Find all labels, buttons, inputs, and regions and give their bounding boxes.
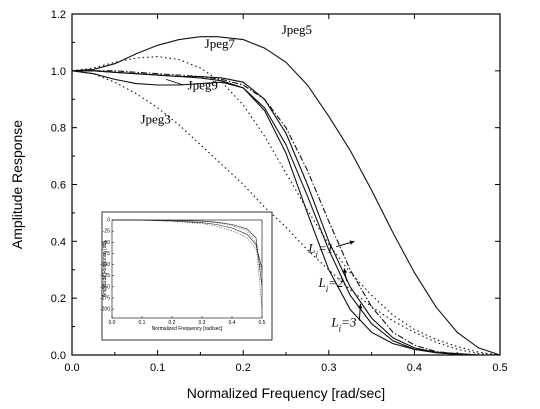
annotation-jpeg3: Jpeg3 — [140, 111, 170, 126]
inset-x-tick-label: 0.0 — [109, 320, 116, 326]
inset-x-tick-label: 0.5 — [259, 320, 266, 326]
inset-x-tick-label: 0.1 — [139, 320, 146, 326]
series-line-li-2 — [72, 70, 500, 356]
inset-y-tick-label: -175 — [100, 295, 110, 301]
inset-y-tick-label: -25 — [103, 229, 110, 235]
y-tick-label: 0.2 — [51, 293, 66, 305]
inset-y-tick-label: -75 — [103, 251, 110, 257]
x-tick-label: 0.5 — [492, 362, 507, 374]
inset-series-line — [111, 219, 263, 287]
annotation-l3: Li=3 — [330, 315, 357, 334]
annotation-pointer — [166, 78, 184, 86]
x-tick-label: 0.1 — [150, 362, 165, 374]
y-tick-label: 0.4 — [51, 236, 66, 248]
annotation-arrowhead — [349, 240, 355, 245]
inset-y-tick-label: -200 — [100, 307, 110, 313]
series-line-jpeg5 — [71, 36, 501, 356]
x-tick-label: 0.2 — [236, 362, 251, 374]
annotation-arrowhead — [358, 303, 363, 309]
y-tick-label: 0.0 — [51, 350, 66, 362]
inset-background — [101, 211, 273, 341]
x-tick-label: 0.0 — [64, 362, 79, 374]
inset-y-tick-label: -125 — [100, 273, 110, 279]
y-tick-label: 0.6 — [51, 180, 66, 192]
y-tick-label: 1.2 — [51, 9, 66, 21]
inset-x-tick-label: 0.3 — [199, 320, 206, 326]
series-line-jpeg3 — [71, 70, 501, 356]
y-tick-label: 0.8 — [51, 123, 66, 135]
x-axis-title: Normalized Frequency [rad/sec] — [187, 385, 385, 401]
y-axis-title: Amplitude Response — [9, 120, 25, 249]
inset-y-tick-label: -150 — [100, 284, 110, 290]
inset-x-axis-title: Normalized Frequency [rad/sec] — [152, 326, 223, 332]
annotation-l1: Li=1 — [307, 241, 333, 260]
inset-y-tick-label: -100 — [100, 262, 110, 268]
annotation-jpeg7: Jpeg7 — [205, 36, 236, 51]
series-line-jpeg7 — [71, 56, 501, 356]
x-tick-label: 0.4 — [407, 362, 422, 374]
inset-y-tick-label: -50 — [103, 240, 110, 246]
inset-x-tick-label: 0.2 — [169, 320, 176, 326]
inset-y-axis-title: Amplitude Response [dB] — [102, 240, 108, 297]
annotation-jpeg9: Jpeg9 — [188, 77, 218, 92]
x-tick-label: 0.3 — [321, 362, 336, 374]
annotation-l2: Li=2 — [318, 275, 345, 294]
inset-y-tick-label: 0 — [107, 218, 110, 224]
inset-series-line — [111, 219, 263, 274]
y-tick-label: 1.0 — [51, 66, 66, 78]
annotation-arrowhead — [342, 268, 348, 274]
annotation-jpeg5: Jpeg5 — [282, 22, 312, 37]
series-line-li-3 — [72, 70, 500, 356]
inset-x-tick-label: 0.4 — [229, 320, 236, 326]
